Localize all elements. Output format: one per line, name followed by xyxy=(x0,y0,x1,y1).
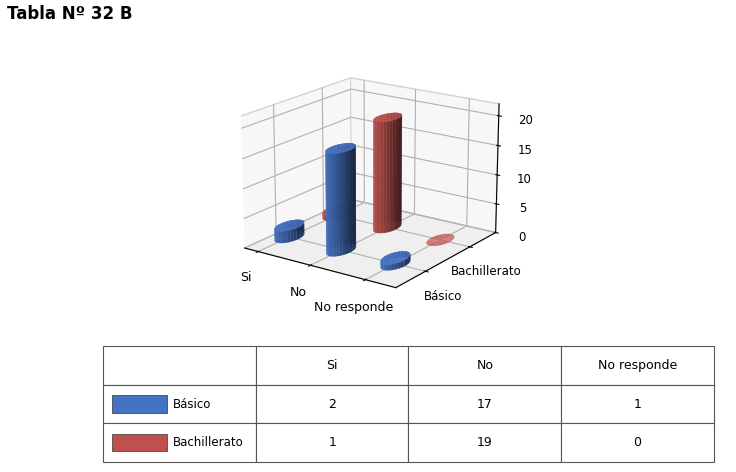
Bar xyxy=(561,346,714,385)
Bar xyxy=(561,423,714,462)
Bar xyxy=(256,346,408,385)
Bar xyxy=(112,396,166,413)
Text: Bachillerato: Bachillerato xyxy=(172,436,243,449)
Text: Si: Si xyxy=(326,359,338,372)
Text: 0: 0 xyxy=(634,436,642,449)
Text: 19: 19 xyxy=(477,436,492,449)
Text: 1: 1 xyxy=(328,436,336,449)
Bar xyxy=(561,385,714,423)
Text: No responde: No responde xyxy=(598,359,677,372)
Bar xyxy=(112,434,166,452)
Text: No: No xyxy=(476,359,493,372)
Bar xyxy=(256,385,408,423)
Bar xyxy=(408,385,562,423)
Bar xyxy=(103,385,256,423)
Bar xyxy=(408,423,562,462)
Bar xyxy=(408,346,562,385)
Text: 1: 1 xyxy=(634,397,642,411)
Bar xyxy=(103,423,256,462)
Text: Tabla Nº 32 B: Tabla Nº 32 B xyxy=(7,5,133,23)
Text: 17: 17 xyxy=(477,397,493,411)
Text: 2: 2 xyxy=(328,397,336,411)
Bar xyxy=(256,423,408,462)
Bar xyxy=(103,346,256,385)
Text: Básico: Básico xyxy=(172,397,210,411)
